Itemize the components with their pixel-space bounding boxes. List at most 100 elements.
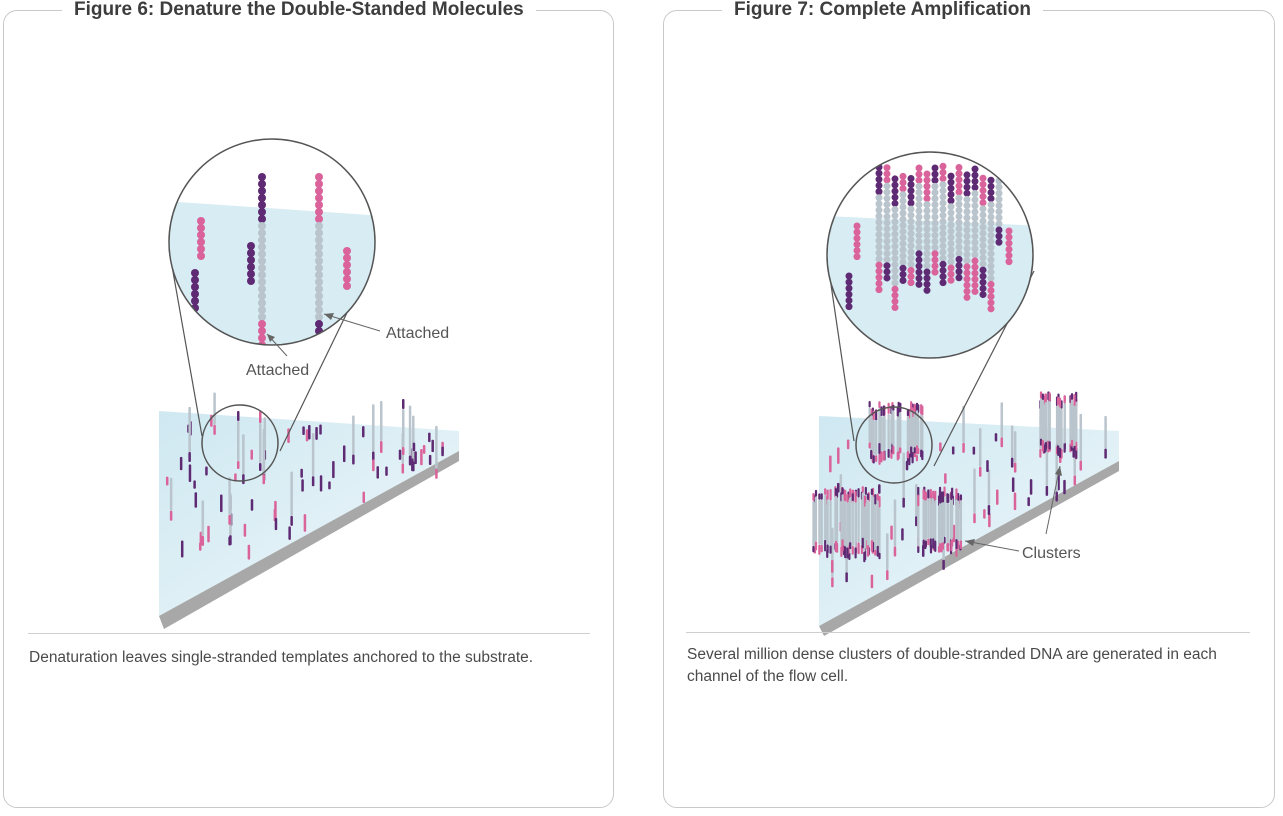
- strand: [972, 446, 976, 455]
- strand: [301, 479, 304, 492]
- strand: [372, 404, 375, 462]
- cluster: [1039, 391, 1078, 460]
- bead-strand: [891, 175, 899, 312]
- strand: [408, 405, 412, 466]
- strand: [188, 464, 192, 482]
- strand: [242, 434, 245, 485]
- figure-6-illustration: Attached Attached: [159, 138, 459, 629]
- strand: [987, 469, 991, 515]
- strand: [902, 452, 905, 508]
- strand: [205, 466, 208, 476]
- strand: [836, 482, 840, 493]
- bead-strand: [343, 247, 351, 290]
- strand: [901, 528, 904, 541]
- strand: [180, 540, 184, 558]
- attached-label-left: Attached: [246, 362, 309, 379]
- strand: [372, 459, 375, 472]
- strand: [302, 426, 305, 436]
- strand: [243, 523, 247, 537]
- strand: [944, 473, 947, 484]
- strand: [259, 411, 262, 471]
- strand: [228, 477, 231, 525]
- strand: [385, 466, 388, 476]
- clusters: [812, 391, 1078, 563]
- zoom-line-left: [828, 270, 855, 442]
- strand: [1029, 479, 1033, 495]
- bead-strand: [987, 176, 995, 313]
- magnifier-circle: [168, 138, 376, 346]
- bead-strand: [939, 162, 947, 287]
- strand: [1000, 402, 1004, 448]
- strand: [288, 526, 291, 540]
- strand: [220, 494, 223, 513]
- substrate-edge: [819, 461, 1119, 636]
- strand: [362, 491, 366, 503]
- strand: [846, 439, 850, 450]
- strand: [1027, 497, 1030, 507]
- strand: [380, 401, 383, 453]
- strand: [905, 460, 909, 471]
- strand: [352, 415, 355, 465]
- strand: [165, 476, 169, 486]
- bead-strand: [907, 174, 915, 287]
- strand: [994, 433, 998, 442]
- strand: [311, 432, 315, 487]
- bead-strand: [979, 174, 987, 299]
- strand: [1104, 415, 1107, 459]
- substrate-edge: [159, 451, 459, 629]
- strand: [915, 484, 918, 527]
- strand: [414, 451, 417, 465]
- strand: [837, 447, 840, 464]
- strand: [290, 471, 293, 526]
- strand: [428, 432, 431, 443]
- cluster: [917, 486, 963, 557]
- bead-strand: [923, 170, 931, 294]
- strand: [978, 427, 982, 477]
- magnified-cluster: [845, 162, 1013, 313]
- bead-strand: [955, 163, 963, 282]
- strand: [234, 473, 237, 482]
- substrate-surface: [819, 416, 1119, 626]
- strand: [328, 481, 331, 490]
- figure-6-caption: Denaturation leaves single-stranded temp…: [29, 649, 534, 666]
- strand: [986, 460, 989, 472]
- strand: [169, 477, 173, 521]
- figure-7-title: Figure 7: Complete Amplification: [722, 0, 1043, 22]
- strand: [890, 525, 893, 540]
- strand: [870, 574, 874, 589]
- strand: [247, 544, 251, 560]
- strand: [362, 426, 365, 438]
- strand: [411, 458, 414, 472]
- strand: [319, 475, 323, 492]
- strand: [315, 426, 318, 440]
- strand: [1013, 431, 1017, 473]
- bead-strand: [1005, 227, 1013, 266]
- strand: [1013, 492, 1017, 511]
- strand: [893, 499, 897, 557]
- strand: [939, 442, 942, 452]
- figure-7-caption: Several million dense clusters of double…: [687, 646, 1217, 685]
- figure-6-panel: Figure 6: Denature the Double-Standed Mo…: [3, 0, 614, 808]
- zoom-source-circle: [855, 406, 933, 484]
- figure-7-divider: [686, 632, 1250, 633]
- strand: [213, 392, 216, 435]
- strand: [886, 533, 889, 581]
- strand: [305, 429, 309, 442]
- strand: [431, 439, 434, 453]
- bead-strand: [995, 177, 1003, 246]
- strand: [1011, 477, 1015, 493]
- strand: [376, 466, 379, 479]
- bead-strand: [258, 173, 266, 345]
- strand: [921, 545, 925, 557]
- strand: [1079, 413, 1083, 471]
- strand: [412, 442, 416, 452]
- strand: [319, 424, 322, 435]
- strand: [951, 446, 955, 455]
- figure-7-illustration: Clusters: [812, 151, 1119, 636]
- figure-7-panel: Figure 7: Complete Amplification Cluster…: [663, 0, 1275, 808]
- strand: [988, 513, 991, 528]
- strand: [996, 489, 999, 505]
- strand: [188, 406, 191, 462]
- strand: [435, 425, 438, 479]
- bead-strand: [845, 272, 853, 311]
